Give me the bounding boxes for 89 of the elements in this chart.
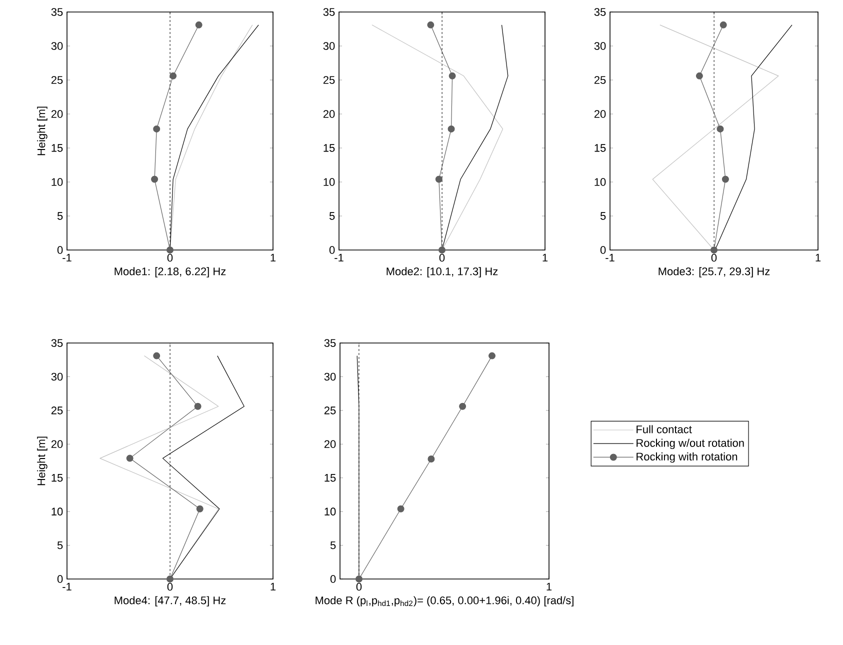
- y-tick-label: 15: [594, 144, 606, 152]
- x-axis-title: Mode3: [25.7, 29.3] Hz: [658, 267, 770, 278]
- y-tick-label: 15: [52, 474, 63, 482]
- y-tick-label: 0: [329, 246, 335, 254]
- point: [448, 72, 456, 80]
- point: [356, 576, 363, 582]
- y-tick-label: 10: [52, 178, 63, 186]
- legend-label: Rocking with rotation: [636, 452, 738, 463]
- y-tick-label: 30: [51, 372, 63, 381]
- point: [166, 246, 174, 254]
- x-tick-label: 1: [270, 582, 276, 590]
- x-tick-label: -1: [606, 254, 614, 262]
- x-tick-label: 1: [816, 254, 821, 262]
- y-tick-label: 25: [323, 76, 335, 84]
- x-tick-label: 1: [542, 254, 548, 262]
- y-tick-label: 15: [52, 144, 63, 152]
- y-tick-label: 0: [57, 575, 63, 583]
- x-axis-title: Mode4: [47.7, 48.5] Hz: [114, 596, 226, 606]
- legend-label: Rocking w/out rotation: [636, 438, 744, 450]
- y-tick-label: 5: [329, 212, 335, 220]
- point: [428, 455, 435, 462]
- x-axis-title: Mode R (p$_{l}$,p$_{hd1}$,p$_{hd2}$)= (0.65, 0.00+1.96i, 0.40) [rad/s]: [316, 596, 574, 606]
- y-tick-label: 5: [57, 541, 63, 550]
- y-tick-label: 20: [324, 440, 336, 448]
- x-tick-label: 0: [711, 254, 717, 262]
- y-tick-label: 35: [51, 339, 63, 347]
- y-tick-label: 10: [324, 178, 335, 186]
- point: [722, 176, 729, 183]
- y-tick-label: 35: [324, 339, 336, 347]
- x-tick-label: 0: [167, 582, 173, 591]
- y-tick-label: 35: [594, 8, 606, 16]
- point: [720, 21, 727, 28]
- point: [427, 21, 434, 28]
- y-tick-label: 15: [324, 144, 335, 152]
- y-tick-label: 25: [324, 406, 336, 414]
- x-tick-label: -1: [62, 254, 72, 262]
- x-axis-title: Mode1: [2.18, 6.22] Hz: [114, 267, 226, 278]
- point: [435, 176, 442, 183]
- point: [153, 352, 160, 360]
- y-tick-label: 10: [52, 508, 63, 516]
- y-axis-title: Height [m]: [37, 436, 48, 486]
- y-tick-label: 25: [51, 406, 63, 414]
- point: [448, 125, 455, 132]
- y-tick-label: 20: [594, 110, 606, 118]
- y-tick-label: 35: [51, 8, 63, 16]
- y-tick-label: 15: [324, 474, 336, 482]
- x-tick-label: -1: [334, 254, 344, 262]
- legend-label: Full contact: [636, 425, 692, 434]
- point: [438, 246, 446, 254]
- point: [459, 402, 466, 410]
- x-tick-label: 1: [270, 254, 276, 262]
- y-tick-label: 0: [600, 246, 606, 254]
- y-tick-label: 0: [57, 246, 63, 254]
- point: [710, 246, 718, 254]
- y-tick-label: 10: [594, 178, 606, 186]
- point: [194, 402, 202, 410]
- y-tick-label: 10: [324, 508, 336, 516]
- x-tick-label: 1: [546, 582, 552, 590]
- y-tick-label: 30: [51, 42, 63, 50]
- point: [195, 21, 202, 28]
- y-tick-label: 30: [324, 372, 336, 381]
- y-tick-label: 30: [323, 42, 335, 50]
- x-tick-label: 0: [439, 254, 445, 262]
- point: [196, 505, 204, 512]
- y-tick-label: 0: [330, 575, 336, 583]
- x-tick-label: 0: [167, 254, 173, 262]
- x-tick-label: -1: [62, 582, 72, 590]
- y-tick-label: 20: [323, 110, 335, 118]
- x-axis-title: Mode2: [10.1, 17.3] Hz: [386, 267, 498, 278]
- y-tick-label: 5: [600, 212, 606, 220]
- y-axis-title: Height [m]: [37, 106, 48, 156]
- y-tick-label: 20: [51, 440, 63, 448]
- y-tick-label: 30: [594, 42, 606, 50]
- y-tick-label: 5: [330, 541, 336, 550]
- point: [696, 72, 703, 80]
- y-tick-label: 35: [323, 8, 335, 16]
- y-tick-label: 25: [594, 76, 606, 84]
- y-tick-label: 5: [57, 212, 63, 220]
- point: [166, 576, 174, 582]
- point: [126, 454, 134, 462]
- point: [151, 176, 158, 183]
- point: [488, 352, 496, 360]
- x-tick-label: 0: [356, 582, 362, 591]
- y-tick-label: 25: [51, 76, 63, 84]
- point: [170, 72, 177, 80]
- point: [397, 505, 404, 512]
- point: [153, 125, 160, 132]
- y-tick-label: 20: [51, 110, 63, 118]
- point: [716, 125, 724, 132]
